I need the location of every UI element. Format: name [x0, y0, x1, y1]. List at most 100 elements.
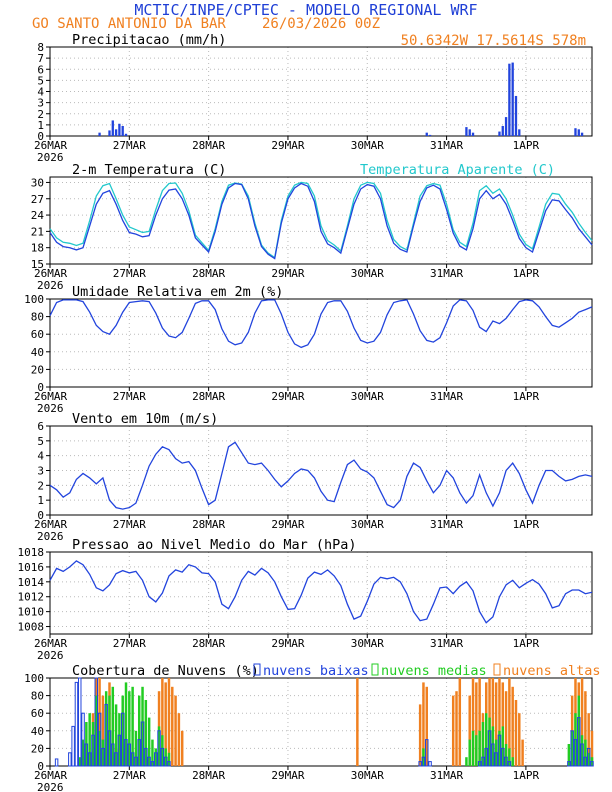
- x-tick-label: 31MAR: [430, 390, 463, 403]
- y-tick-label: 2: [37, 479, 44, 492]
- x-tick-label: 29MAR: [271, 518, 304, 531]
- y-tick-label: 0: [37, 760, 44, 773]
- x-tick-label: 29MAR: [271, 769, 304, 782]
- legend-box: [253, 663, 261, 676]
- y-tick-label: 20: [31, 363, 44, 376]
- x-tick-label: 30MAR: [351, 139, 384, 152]
- y-tick-label: 7: [37, 52, 44, 65]
- apparent-temp-line: [49, 181, 593, 259]
- cloud-bar-nuvens-medias: [128, 691, 131, 766]
- y-tick-label: 3: [37, 97, 44, 110]
- panel-title: Cobertura de Nuvens (%): [72, 663, 259, 679]
- cloud-bar-nuvens-medias: [491, 726, 495, 766]
- cloud-bar-nuvens-baixas: [104, 703, 108, 767]
- panel-frame: [49, 425, 593, 516]
- legend-apparent-temp: Temperatura Aparente (C): [360, 162, 555, 178]
- precip-bar: [508, 63, 511, 136]
- cloud-bar-nuvens-medias: [478, 730, 481, 766]
- cloud-bar-nuvens-baixas: [481, 756, 485, 767]
- cloud-bar-nuvens-altas: [422, 682, 425, 766]
- x-tick-label: 1APR: [513, 139, 540, 152]
- panel-title: Pressao ao Nivel Medio do Mar (hPa): [72, 537, 356, 553]
- cloud-bar-nuvens-baixas: [583, 756, 588, 767]
- x-tick-label: 28MAR: [192, 769, 225, 782]
- legend-nuvens-baixas: nuvens baixas: [263, 663, 369, 679]
- panel-clouds: 0 20 40 60 80 100 26MAR 27MAR 28MAR 29MAR 30MAR 31M…: [24, 663, 600, 792]
- cloud-bar-nuvens-baixas: [590, 761, 594, 767]
- cloud-bar-nuvens-baixas: [491, 743, 495, 767]
- x-year-label: 2026: [37, 402, 64, 415]
- cloud-bar-nuvens-medias: [501, 726, 505, 766]
- cloud-bar-nuvens-medias: [508, 748, 511, 766]
- y-tick-label: 80: [31, 311, 44, 324]
- cloud-bar-nuvens-medias: [485, 713, 488, 766]
- y-tick-label: 0: [37, 509, 44, 522]
- precip-bar: [501, 125, 504, 136]
- cloud-bar-nuvens-altas: [164, 682, 167, 766]
- cloud-bar-nuvens-baixas: [107, 730, 112, 767]
- y-tick-label: 40: [31, 725, 44, 738]
- y-tick-label: 80: [31, 690, 44, 703]
- cloud-bar-nuvens-altas: [468, 695, 471, 766]
- cloud-bar-nuvens-baixas: [580, 743, 584, 767]
- cloud-bar-nuvens-baixas: [130, 752, 135, 767]
- x-tick-label: 26MAR: [34, 637, 67, 650]
- press-line: [49, 560, 593, 624]
- panel-frame: [49, 176, 593, 265]
- panel-press: 1008 1010 1012 1014 1016 1018 26MAR 27MAR 28MAR 2…: [18, 537, 593, 662]
- x-year-label: 2026: [37, 781, 64, 792]
- cloud-bar-nuvens-baixas: [487, 730, 492, 767]
- x-tick-label: 31MAR: [430, 139, 463, 152]
- cloud-bar-nuvens-medias: [111, 686, 115, 766]
- precip-bar: [111, 120, 114, 136]
- x-tick-label: 1APR: [513, 267, 540, 280]
- cloud-bar-nuvens-altas: [455, 691, 458, 766]
- precip-bar: [514, 95, 518, 136]
- precip-bar: [425, 132, 428, 136]
- cloud-bar-nuvens-medias: [137, 695, 141, 766]
- cloud-bar-nuvens-medias: [78, 757, 81, 766]
- cloud-bar-nuvens-medias: [147, 717, 151, 766]
- precip-bar: [574, 128, 577, 136]
- cloud-bar-nuvens-altas: [451, 695, 455, 766]
- cloud-bar-nuvens-baixas: [117, 734, 122, 767]
- cloud-bar-nuvens-altas: [518, 713, 521, 766]
- y-tick-label: 1018: [18, 546, 45, 559]
- cloud-bar-nuvens-altas: [167, 678, 171, 766]
- cloud-bar-nuvens-medias: [104, 691, 108, 766]
- x-tick-label: 30MAR: [351, 637, 384, 650]
- cloud-bar-nuvens-baixas: [494, 752, 498, 767]
- y-tick-label: 24: [31, 209, 45, 222]
- panel-frame: [49, 46, 593, 137]
- x-tick-label: 30MAR: [351, 390, 384, 403]
- cloud-bar-nuvens-baixas: [147, 756, 151, 767]
- y-tick-label: 2: [37, 108, 44, 121]
- cloud-bar-nuvens-medias: [141, 686, 144, 766]
- cloud-bar-nuvens-medias: [481, 722, 485, 766]
- panel-title: Vento em 10m (m/s): [72, 411, 218, 427]
- x-tick-label: 28MAR: [192, 390, 225, 403]
- cloud-bar-nuvens-medias: [98, 730, 101, 766]
- cloud-bar-nuvens-baixas: [501, 747, 505, 767]
- precip-bar: [511, 62, 514, 137]
- x-tick-label: 27MAR: [113, 267, 146, 280]
- legend-box: [371, 663, 379, 676]
- y-tick-label: 1: [37, 494, 44, 507]
- y-tick-label: 21: [31, 225, 44, 238]
- cloud-bar-nuvens-baixas: [425, 739, 429, 767]
- y-tick-label: 1012: [18, 591, 45, 604]
- cloud-bar-nuvens-altas: [177, 713, 181, 766]
- cloud-bar-nuvens-medias: [101, 739, 105, 766]
- cloud-bar-nuvens-baixas: [87, 752, 92, 767]
- x-tick-label: 27MAR: [113, 518, 146, 531]
- cloud-bar-nuvens-baixas: [111, 743, 115, 767]
- cloud-bar-nuvens-baixas: [97, 712, 102, 767]
- precip-bar: [471, 132, 475, 136]
- x-tick-label: 26MAR: [34, 518, 67, 531]
- legend-box: [493, 663, 501, 676]
- cloud-bar-nuvens-medias: [95, 695, 98, 766]
- cloud-bar-nuvens-medias: [498, 730, 501, 766]
- x-tick-label: 26MAR: [34, 390, 67, 403]
- panel-title: Umidade Relativa em 2m (%): [72, 284, 283, 300]
